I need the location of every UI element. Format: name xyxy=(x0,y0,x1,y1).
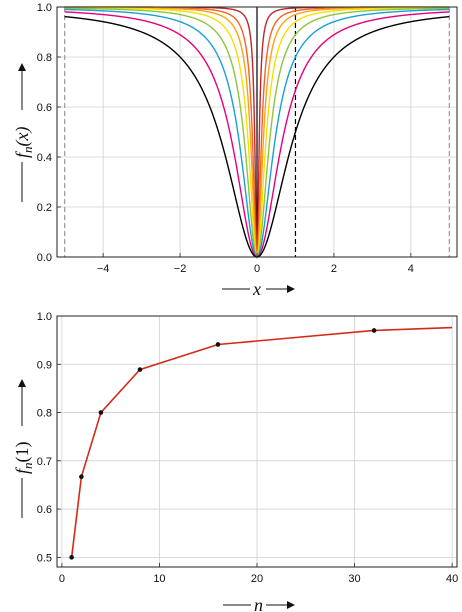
top-y-tick-1: 0.2 xyxy=(37,202,52,214)
bottom-y-tick-2: 0.7 xyxy=(37,456,52,468)
top-y-tick-0: 0.0 xyxy=(37,252,52,264)
top-y-tick-5: 1.0 xyxy=(37,2,52,14)
bottom-y-tick-4: 0.9 xyxy=(37,359,52,371)
bottom-point-n-2 xyxy=(79,474,84,480)
top-ylabel-sub: n xyxy=(20,146,35,153)
top-ylabel-f: f xyxy=(12,150,32,158)
bottom-point-n-32 xyxy=(371,328,377,333)
bottom-ylabel-group: fn(1) xyxy=(12,379,35,518)
top-x-tick-1: −2 xyxy=(174,263,187,275)
bottom-y-tick-1: 0.6 xyxy=(37,504,52,516)
bottom-y-tick-0: 0.5 xyxy=(37,552,52,564)
top-chart: −4 −2 0 2 4 0.0 0.2 0.4 0.6 0.8 1.0 x fn(x) xyxy=(12,2,458,299)
top-x-tick-4: 4 xyxy=(408,263,414,275)
top-xlabel: x xyxy=(252,279,261,299)
bottom-x-tick-3: 30 xyxy=(348,573,360,585)
top-ylabel-arg: (x) xyxy=(12,127,33,147)
bottom-x-tick-0: 0 xyxy=(59,573,65,585)
bottom-y-tick-3: 0.8 xyxy=(37,408,52,420)
bottom-grid xyxy=(57,315,457,567)
bottom-y-tick-labels: 0.5 0.6 0.7 0.8 0.9 1.0 xyxy=(37,311,61,564)
top-y-tick-labels: 0.0 0.2 0.4 0.6 0.8 1.0 xyxy=(37,2,61,264)
bottom-point-n-16 xyxy=(215,342,221,347)
top-ylabel-group: fn(x) xyxy=(12,63,35,202)
top-y-tick-2: 0.4 xyxy=(37,152,52,164)
top-x-tick-2: 0 xyxy=(254,263,260,275)
top-vertical-lines xyxy=(64,7,450,257)
bottom-point-n-4 xyxy=(98,410,104,415)
bottom-points xyxy=(69,328,377,560)
bottom-xlabel: n xyxy=(254,595,263,612)
bottom-x-tick-1: 10 xyxy=(153,573,165,585)
bottom-x-tick-4: 40 xyxy=(446,573,458,585)
bottom-x-tick-2: 20 xyxy=(251,573,263,585)
bottom-x-tick-labels: 0 10 20 30 40 xyxy=(59,563,458,585)
bottom-series-line xyxy=(70,326,453,558)
top-x-tick-labels: −4 −2 0 2 4 xyxy=(97,253,414,275)
bottom-ylabel: fn(1) xyxy=(12,441,35,474)
bottom-ylabel-f: f xyxy=(12,466,32,474)
top-y-tick-4: 0.8 xyxy=(37,52,52,64)
bottom-point-n-1 xyxy=(69,555,74,560)
bottom-ylabel-sub: n xyxy=(20,462,35,469)
bottom-chart: 0 10 20 30 40 0.50.60.70.80.91.0 n fn(1) xyxy=(12,311,458,612)
bottom-ylabel-arg: (1) xyxy=(12,441,33,462)
top-y-tick-3: 0.6 xyxy=(37,102,52,114)
bottom-point-n-8 xyxy=(137,367,143,372)
bottom-y-tick-5: 1.0 xyxy=(37,311,52,323)
top-x-tick-3: 2 xyxy=(331,263,337,275)
top-ylabel: fn(x) xyxy=(12,127,35,159)
top-x-tick-0: −4 xyxy=(97,263,110,275)
